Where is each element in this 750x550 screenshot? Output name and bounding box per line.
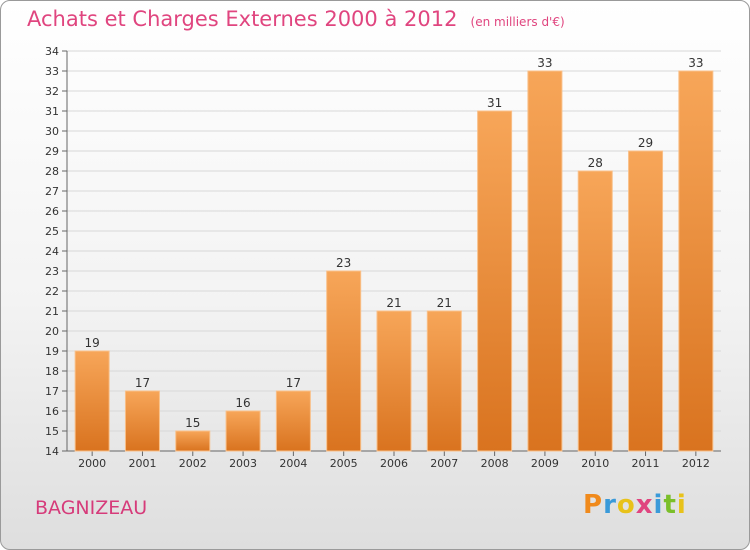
y-tick-label: 26 (45, 205, 59, 218)
x-tick-label: 2010 (581, 457, 609, 470)
x-tick-label: 2011 (632, 457, 660, 470)
x-tick-label: 2012 (682, 457, 710, 470)
bar-2008 (477, 110, 513, 452)
logo-letter: o (616, 490, 636, 520)
x-tick-label: 2002 (179, 457, 207, 470)
x-tick-label: 2000 (78, 457, 106, 470)
value-label: 33 (537, 56, 552, 70)
value-label: 28 (588, 156, 603, 170)
value-label: 23 (336, 256, 351, 270)
value-label: 17 (286, 376, 301, 390)
bar-2010 (577, 170, 613, 452)
bar-2012 (678, 70, 714, 452)
y-tick-label: 33 (45, 65, 59, 78)
x-tick-label: 2001 (128, 457, 156, 470)
logo-letter: x (635, 490, 654, 520)
y-tick-label: 15 (45, 425, 59, 438)
y-tick-label: 22 (45, 285, 59, 298)
value-label: 29 (638, 136, 653, 150)
value-label: 16 (235, 396, 250, 410)
bar-2001 (124, 390, 160, 452)
x-tick-label: 2004 (279, 457, 307, 470)
labels: 14 15 16 17 18 19 20 21 22 23 24 25 26 27 28 29 30 31 32 33… (45, 45, 710, 470)
y-tick-label: 29 (45, 145, 59, 158)
x-tick-label: 2006 (380, 457, 408, 470)
y-tick-label: 31 (45, 105, 59, 118)
y-tick-label: 16 (45, 405, 59, 418)
bar-2004 (275, 390, 311, 452)
bar-2002 (175, 430, 211, 452)
bars (74, 70, 714, 452)
bar-2003 (225, 410, 261, 452)
x-tick-label: 2005 (330, 457, 358, 470)
y-tick-label: 20 (45, 325, 59, 338)
x-tick-label: 2008 (481, 457, 509, 470)
x-tick-label: 2009 (531, 457, 559, 470)
bar-2007 (426, 310, 462, 452)
title-row: Achats et Charges Externes 2000 à 2012 (… (27, 7, 565, 31)
logo-letter: t (663, 490, 677, 520)
bar-2006 (376, 310, 412, 452)
y-tick-label: 19 (45, 345, 59, 358)
proxiti-logo[interactable]: Proxiti (583, 490, 687, 520)
bar-2000 (74, 350, 110, 452)
x-tick-label: 2007 (430, 457, 458, 470)
y-tick-label: 14 (45, 445, 59, 458)
bar-2011 (628, 150, 664, 452)
y-tick-label: 34 (45, 45, 59, 58)
y-tick-label: 17 (45, 385, 59, 398)
y-tick-label: 25 (45, 225, 59, 238)
x-tick-label: 2003 (229, 457, 257, 470)
commune-name: BAGNIZEAU (35, 497, 148, 519)
value-label: 17 (135, 376, 150, 390)
y-tick-label: 21 (45, 305, 59, 318)
logo-letter: i (653, 490, 664, 520)
logo-letter: r (603, 490, 617, 520)
value-label: 33 (688, 56, 703, 70)
logo-letter: i (676, 490, 687, 520)
y-tick-label: 28 (45, 165, 59, 178)
value-label: 19 (85, 336, 100, 350)
bar-2009 (527, 70, 563, 452)
y-tick-label: 30 (45, 125, 59, 138)
bar-2005 (326, 270, 362, 452)
y-tick-label: 18 (45, 365, 59, 378)
value-label: 31 (487, 96, 502, 110)
chart-subtitle: (en milliers d'€) (470, 15, 565, 29)
logo-letter: P (583, 490, 604, 520)
value-label: 21 (386, 296, 401, 310)
value-label: 21 (437, 296, 452, 310)
y-tick-label: 27 (45, 185, 59, 198)
y-tick-label: 24 (45, 245, 59, 258)
value-label: 15 (185, 416, 200, 430)
y-tick-label: 23 (45, 265, 59, 278)
y-tick-label: 32 (45, 85, 59, 98)
chart-title: Achats et Charges Externes 2000 à 2012 (27, 7, 458, 31)
